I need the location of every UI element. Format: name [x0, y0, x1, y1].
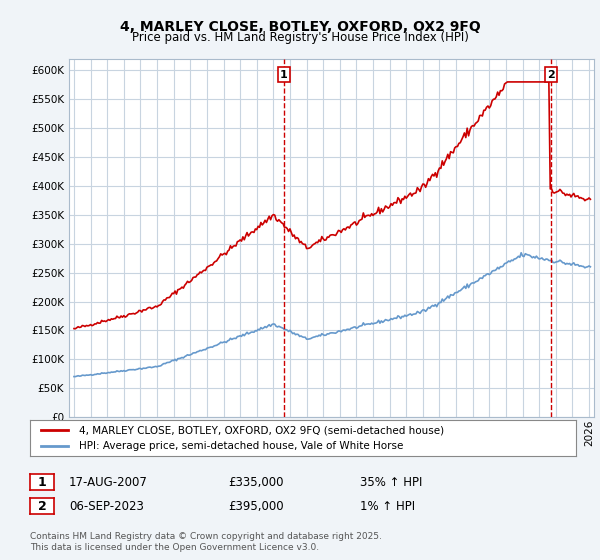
Text: 4, MARLEY CLOSE, BOTLEY, OXFORD, OX2 9FQ: 4, MARLEY CLOSE, BOTLEY, OXFORD, OX2 9FQ: [119, 20, 481, 34]
Text: Price paid vs. HM Land Registry's House Price Index (HPI): Price paid vs. HM Land Registry's House …: [131, 31, 469, 44]
Text: 17-AUG-2007: 17-AUG-2007: [69, 475, 148, 489]
Text: 2: 2: [38, 500, 46, 513]
Text: 1: 1: [280, 69, 287, 80]
Text: Contains HM Land Registry data © Crown copyright and database right 2025.
This d: Contains HM Land Registry data © Crown c…: [30, 532, 382, 552]
Text: £395,000: £395,000: [228, 500, 284, 513]
Text: HPI: Average price, semi-detached house, Vale of White Horse: HPI: Average price, semi-detached house,…: [79, 441, 404, 451]
Text: 1% ↑ HPI: 1% ↑ HPI: [360, 500, 415, 513]
Text: 2: 2: [547, 69, 555, 80]
Text: 06-SEP-2023: 06-SEP-2023: [69, 500, 144, 513]
Text: 1: 1: [38, 475, 46, 489]
Text: 35% ↑ HPI: 35% ↑ HPI: [360, 475, 422, 489]
Text: 4, MARLEY CLOSE, BOTLEY, OXFORD, OX2 9FQ (semi-detached house): 4, MARLEY CLOSE, BOTLEY, OXFORD, OX2 9FQ…: [79, 425, 444, 435]
Text: £335,000: £335,000: [228, 475, 284, 489]
